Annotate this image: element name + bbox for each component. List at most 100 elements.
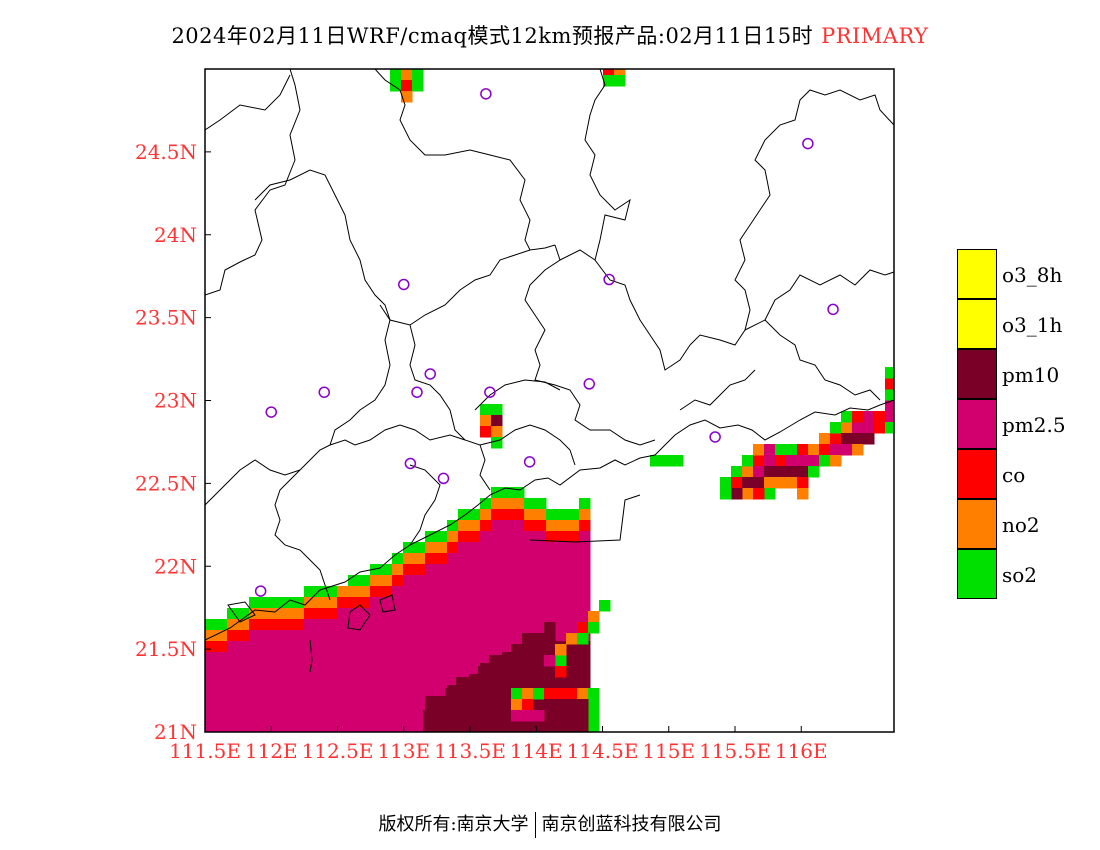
- pollution-cell: [315, 696, 327, 708]
- boundary-line: [205, 69, 301, 296]
- pollution-cell: [885, 400, 894, 412]
- pollution-cell: [315, 685, 327, 697]
- pollution-cell: [830, 433, 842, 445]
- pollution-cell: [381, 630, 393, 642]
- pollution-cell: [522, 655, 534, 667]
- pollution-cell: [414, 696, 426, 708]
- pollution-cell: [260, 608, 272, 620]
- pollution-cell: [524, 564, 536, 576]
- pollution-cell: [425, 674, 437, 686]
- pollution-cell: [478, 688, 490, 700]
- pollution-cell: [588, 622, 600, 634]
- pollution-cell: [326, 630, 338, 642]
- pollution-cell: [370, 696, 382, 708]
- pollution-cell: [447, 597, 459, 609]
- pollution-cell: [304, 718, 316, 730]
- pollution-cell: [533, 688, 545, 700]
- pollution-cell: [522, 699, 534, 711]
- pollution-cell: [742, 488, 754, 500]
- pollution-cell: [489, 688, 501, 700]
- pollution-cell: [502, 487, 514, 499]
- pollution-cell: [304, 674, 316, 686]
- pollution-cell: [337, 586, 349, 598]
- pollution-cell: [227, 652, 239, 664]
- pollution-cell: [282, 674, 294, 686]
- pollution-cell: [500, 721, 512, 732]
- pollution-cell: [502, 630, 514, 642]
- boundary-line: [474, 379, 561, 411]
- pollution-cell: [557, 586, 569, 598]
- pollution-cell: [808, 466, 820, 478]
- pollution-cell: [238, 729, 250, 732]
- pollution-cell: [491, 564, 503, 576]
- pollution-cell: [557, 674, 569, 686]
- pollution-cell: [227, 663, 239, 675]
- boundary-line: [347, 604, 371, 631]
- pollution-cell: [797, 466, 809, 478]
- boundary-line: [744, 269, 894, 331]
- footer-separator: [534, 812, 536, 838]
- pollution-cell: [885, 422, 894, 434]
- pollution-cell: [271, 630, 283, 642]
- lon-tick-label: 113.5E: [434, 739, 506, 763]
- pollution-cell: [260, 718, 272, 730]
- pollution-cell: [392, 685, 404, 697]
- pollution-cell: [403, 575, 415, 587]
- title-text: 2024年02月11日WRF/cmaq模式12km预报产品:02月11日15时: [171, 24, 814, 48]
- pollution-cell: [491, 619, 503, 631]
- pollution-cell: [546, 597, 558, 609]
- pollution-cell: [359, 729, 371, 732]
- pollution-cell: [535, 553, 547, 565]
- pollution-cell: [513, 553, 525, 565]
- pollution-cell: [425, 575, 437, 587]
- pollution-cell: [511, 699, 523, 711]
- pollution-cell: [249, 718, 261, 730]
- pollution-cell: [491, 404, 503, 416]
- pollution-cell: [478, 699, 490, 711]
- pollution-cell: [478, 721, 490, 732]
- station-marker: [398, 278, 410, 291]
- pollution-cell: [568, 509, 580, 521]
- pollution-cell: [491, 498, 503, 510]
- pollution-cell: [568, 553, 580, 565]
- pollution-cell: [533, 633, 545, 645]
- pollution-cell: [216, 729, 228, 732]
- legend-swatch: [957, 449, 997, 499]
- pollution-cell: [425, 652, 437, 664]
- pollution-cell: [293, 696, 305, 708]
- station-markers: [254, 88, 839, 597]
- pollution-cell: [502, 553, 514, 565]
- pollution-cell: [480, 509, 492, 521]
- pollution-cell: [348, 575, 360, 587]
- pollution-cell: [458, 564, 470, 576]
- pollution-cell: [381, 729, 393, 732]
- pollution-cell: [337, 608, 349, 620]
- legend-label: o3_8h: [1002, 263, 1063, 287]
- pollution-cell: [337, 718, 349, 730]
- pollution-cell: [480, 564, 492, 576]
- pollution-cell: [370, 652, 382, 664]
- pollution-cell: [546, 509, 558, 521]
- pollution-cell: [403, 729, 415, 732]
- pollution-cell: [304, 729, 316, 732]
- pollution-cell: [557, 509, 569, 521]
- pollution-cell: [511, 644, 523, 656]
- pollution-cell: [436, 531, 448, 543]
- title-tag: PRIMARY: [821, 24, 929, 48]
- pollution-cell: [489, 710, 501, 722]
- pollution-cell: [434, 710, 446, 722]
- pollution-cell: [579, 608, 591, 620]
- pollution-cell: [544, 699, 556, 711]
- pollution-cell: [447, 575, 459, 587]
- pollution-cell: [502, 575, 514, 587]
- pollution-cell: [392, 619, 404, 631]
- pollution-cell: [359, 619, 371, 631]
- pollution-cell: [205, 729, 217, 732]
- boundary-line: [409, 464, 441, 546]
- pollution-cell: [480, 586, 492, 598]
- pollution-cell: [359, 685, 371, 697]
- pollution-cell: [436, 542, 448, 554]
- boundary-line: [764, 319, 881, 401]
- pollution-cell: [315, 707, 327, 719]
- boundary-line: [205, 459, 301, 506]
